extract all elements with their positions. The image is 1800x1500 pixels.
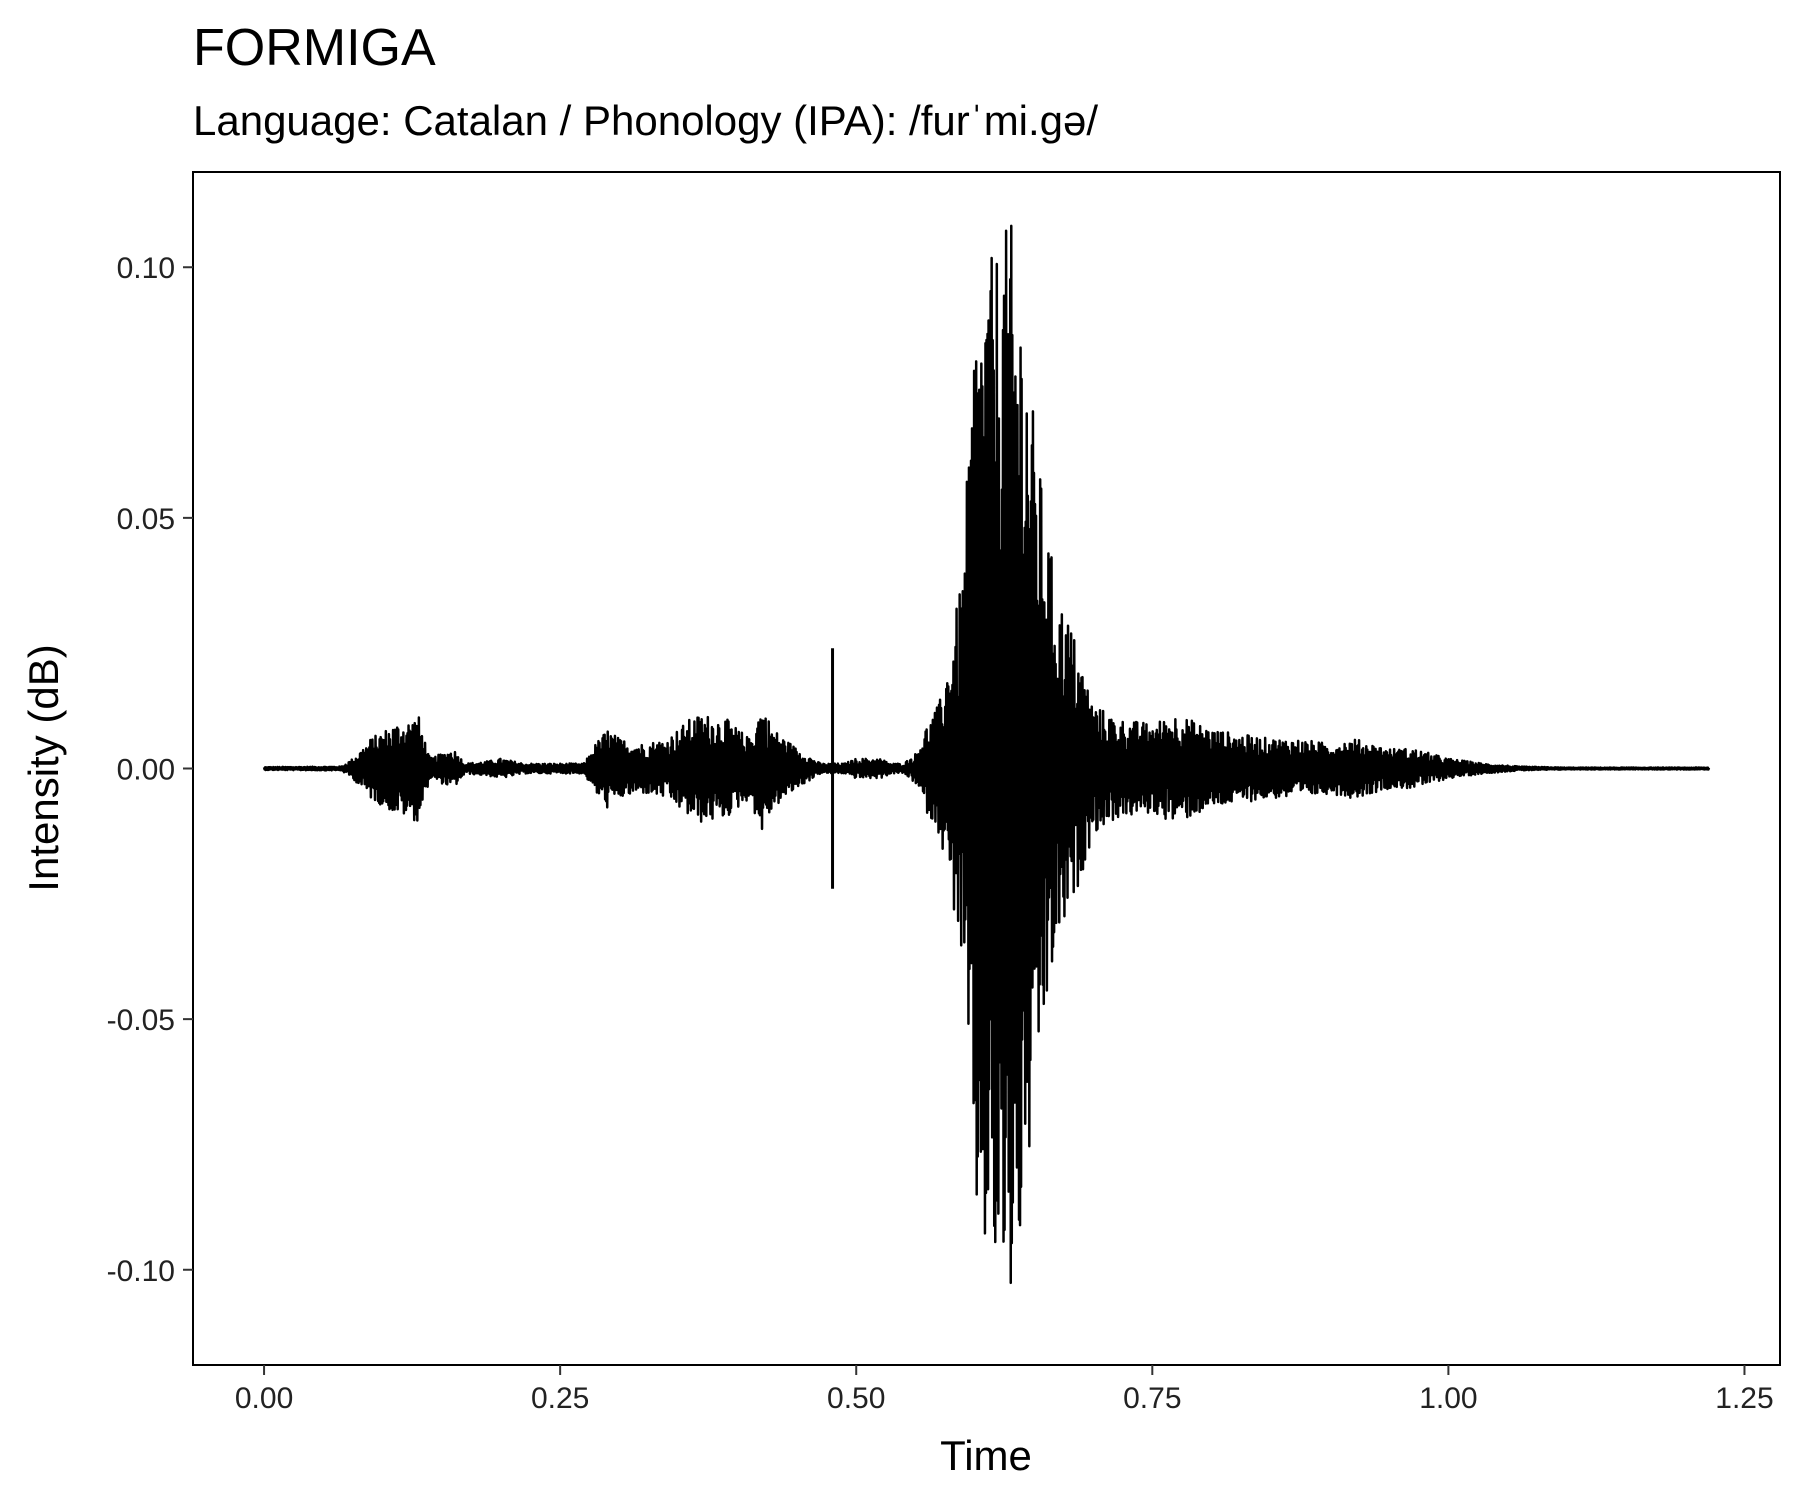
chart-title: FORMIGA xyxy=(193,19,436,77)
y-tick-label: -0.05 xyxy=(107,1004,175,1037)
x-tick-label: 1.00 xyxy=(1419,1382,1477,1415)
y-axis-title: Intensity (dB) xyxy=(20,644,67,891)
y-tick-label: 0.10 xyxy=(117,252,175,285)
y-tick-label: 0.00 xyxy=(117,754,175,787)
y-axis: 0.10 0.05 0.00 -0.05 -0.10 xyxy=(107,252,193,1288)
x-tick-label: 0.50 xyxy=(827,1382,885,1415)
x-tick-label: 1.25 xyxy=(1715,1382,1773,1415)
x-axis: 0.00 0.25 0.50 0.75 1.00 1.25 xyxy=(235,1365,1774,1415)
y-tick-label: -0.10 xyxy=(107,1255,175,1288)
x-axis-title: Time xyxy=(940,1432,1032,1479)
x-tick-label: 0.00 xyxy=(235,1382,293,1415)
waveform-layer xyxy=(262,224,1711,1285)
chart-subtitle: Language: Catalan / Phonology (IPA): /fu… xyxy=(193,97,1098,144)
x-tick-label: 0.25 xyxy=(531,1382,589,1415)
x-tick-label: 0.75 xyxy=(1123,1382,1181,1415)
y-tick-label: 0.05 xyxy=(117,503,175,536)
